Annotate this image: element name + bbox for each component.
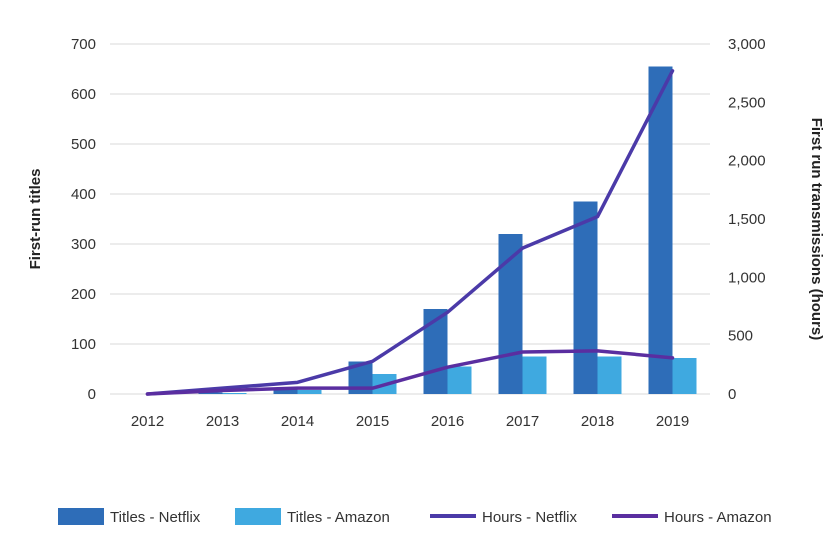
x-tick-label: 2016 bbox=[431, 413, 464, 430]
x-tick-label: 2017 bbox=[506, 413, 539, 430]
bar-titles-netflix bbox=[573, 201, 598, 394]
legend-label: Titles - Amazon bbox=[287, 509, 390, 526]
x-tick-label: 2015 bbox=[356, 413, 389, 430]
y-left-tick-label: 0 bbox=[88, 386, 96, 403]
bar-titles-amazon bbox=[597, 356, 622, 394]
x-tick-label: 2019 bbox=[656, 413, 689, 430]
y-right-tick-label: 2,500 bbox=[728, 94, 766, 111]
bar-titles-amazon bbox=[447, 366, 472, 394]
legend-swatch bbox=[235, 508, 281, 525]
x-tick-label: 2018 bbox=[581, 413, 614, 430]
bar-titles-amazon bbox=[522, 356, 547, 394]
legend-label: Hours - Netflix bbox=[482, 509, 578, 526]
x-tick-label: 2014 bbox=[281, 413, 314, 430]
y-left-tick-label: 200 bbox=[71, 286, 96, 303]
y-left-tick-label: 600 bbox=[71, 86, 96, 103]
y-right-tick-label: 0 bbox=[728, 386, 736, 403]
bar-titles-netflix bbox=[198, 392, 223, 394]
x-tick-label: 2013 bbox=[206, 413, 239, 430]
y-left-tick-label: 700 bbox=[71, 36, 96, 53]
y-left-tick-label: 300 bbox=[71, 236, 96, 253]
bar-titles-amazon bbox=[297, 390, 322, 394]
legend-label: Hours - Amazon bbox=[664, 509, 772, 526]
bar-titles-amazon bbox=[222, 393, 247, 394]
bar-titles-netflix bbox=[423, 309, 448, 394]
bar-titles-netflix bbox=[273, 389, 298, 394]
legend-swatch bbox=[58, 508, 104, 525]
x-tick-label: 2012 bbox=[131, 413, 164, 430]
y-right-tick-label: 2,000 bbox=[728, 153, 766, 170]
y-left-axis-title: First-run titles bbox=[27, 169, 44, 270]
y-left-tick-label: 500 bbox=[71, 136, 96, 153]
y-left-tick-label: 400 bbox=[71, 186, 96, 203]
line-hours-netflix bbox=[145, 69, 675, 396]
legend-label: Titles - Netflix bbox=[110, 509, 201, 526]
y-left-tick-label: 100 bbox=[71, 336, 96, 353]
y-right-tick-label: 3,000 bbox=[728, 36, 766, 53]
y-right-tick-label: 500 bbox=[728, 328, 753, 345]
line-hours-amazon bbox=[145, 349, 675, 396]
y-right-tick-label: 1,000 bbox=[728, 269, 766, 286]
y-right-tick-label: 1,500 bbox=[728, 211, 766, 228]
y-right-axis-title: First run transmissions (hours) bbox=[808, 118, 825, 341]
bar-titles-amazon bbox=[672, 358, 697, 394]
bar-titles-netflix bbox=[648, 66, 673, 394]
